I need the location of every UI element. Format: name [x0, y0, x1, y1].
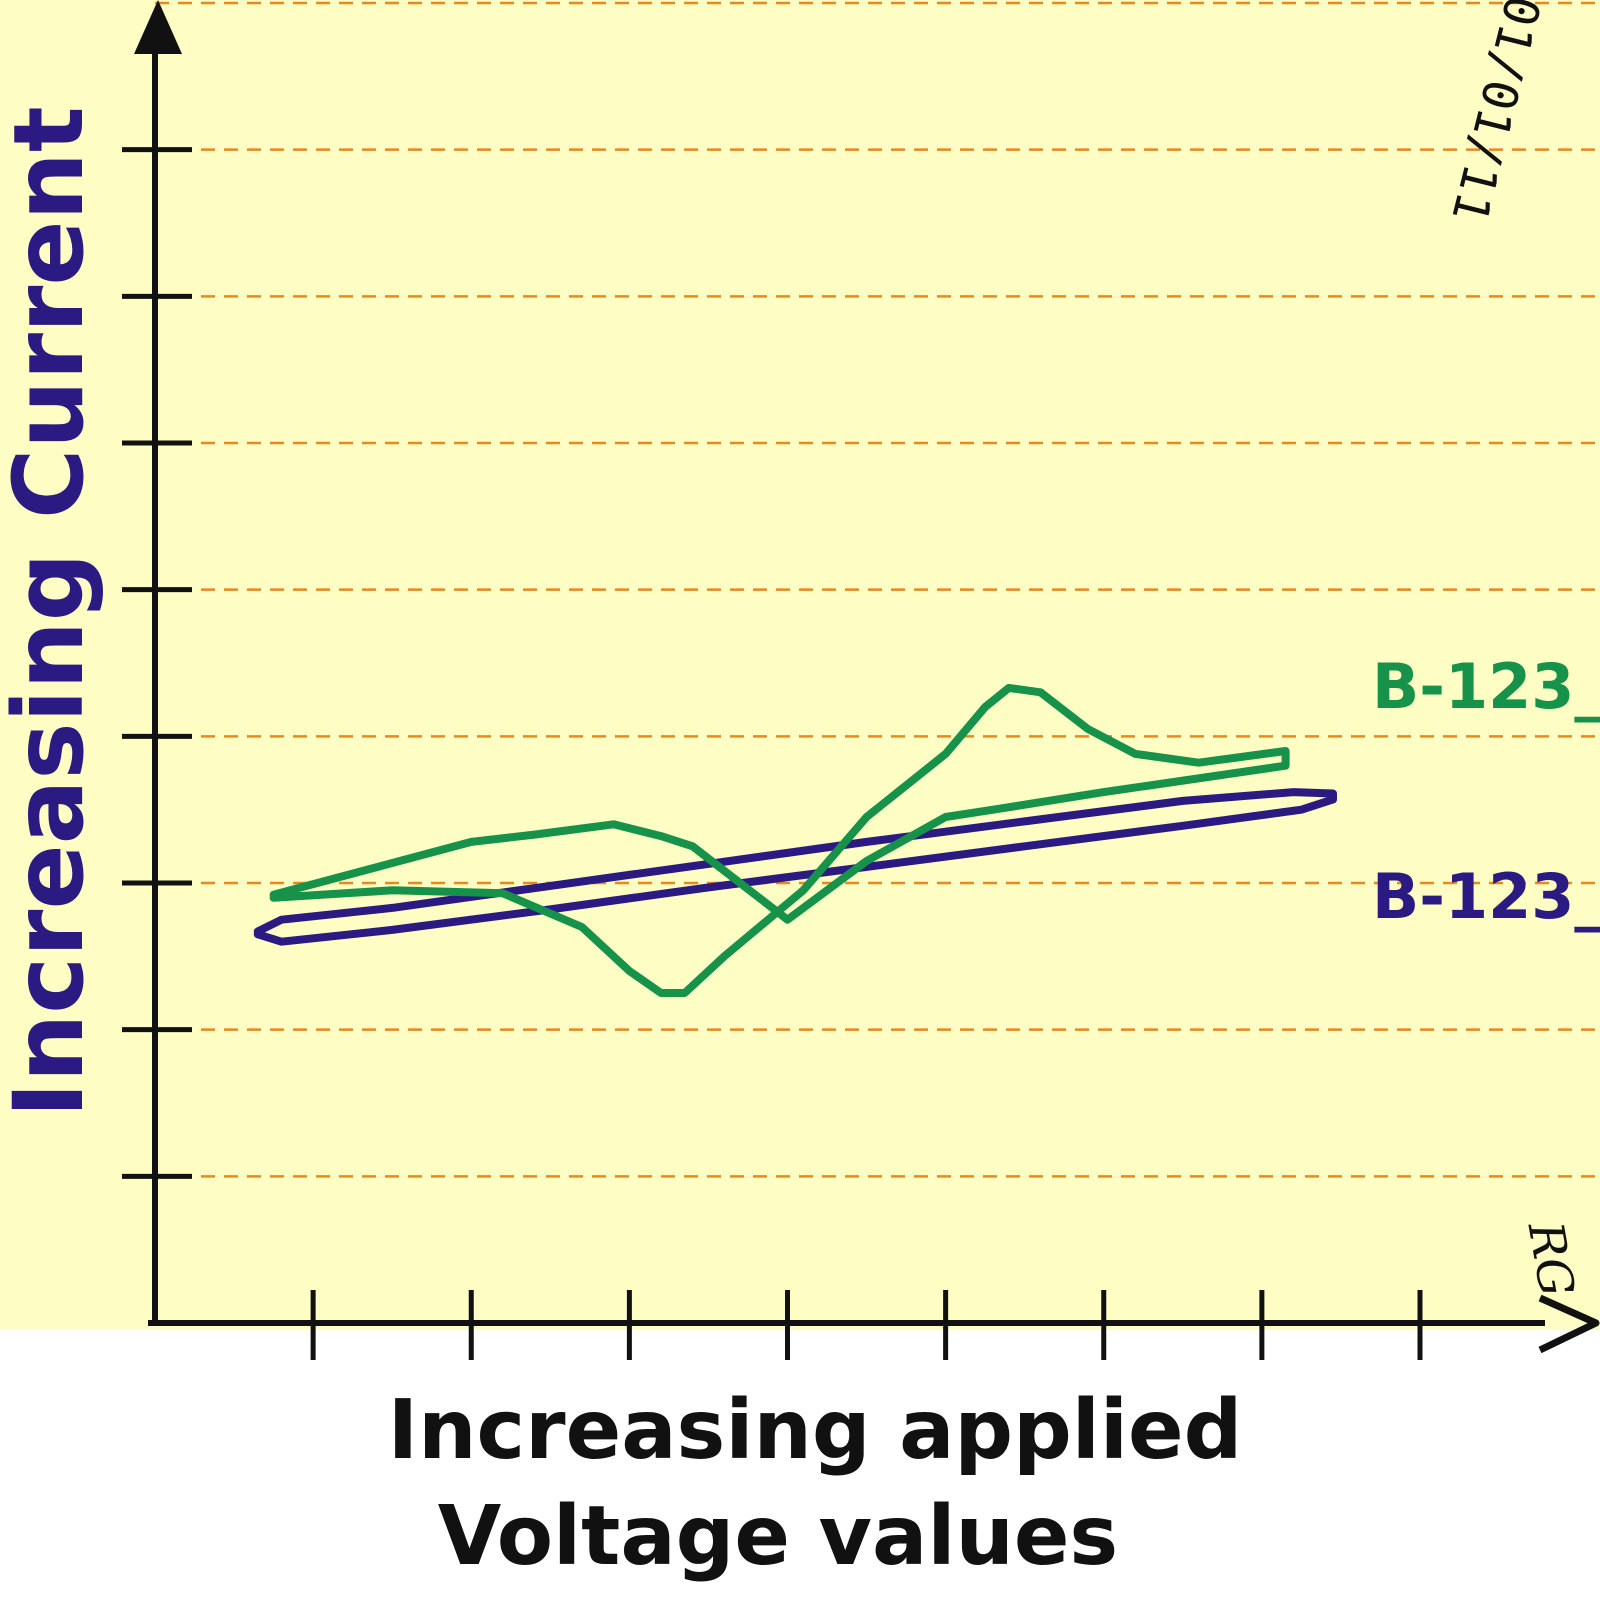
series-line-a [269, 683, 1290, 997]
axes [134, 0, 1600, 1354]
x-axis-label-line-2: Voltage values [438, 1489, 1119, 1584]
legend-label-a: B-123_(a) [1372, 650, 1600, 723]
y-axis-arrow-icon [134, 0, 182, 54]
x-axis-arrow-icon [1538, 1294, 1600, 1354]
plot-background [0, 0, 1600, 1330]
legend-label-b: B-123_(b) [1372, 860, 1600, 933]
x-axis-label-line-1: Increasing applied [388, 1383, 1243, 1478]
y-axis-label: Increasing Current [0, 106, 105, 1118]
signature: RG [1517, 1217, 1585, 1301]
series [253, 683, 1337, 997]
grid [155, 1, 1600, 1178]
series-line-b [253, 788, 1337, 946]
